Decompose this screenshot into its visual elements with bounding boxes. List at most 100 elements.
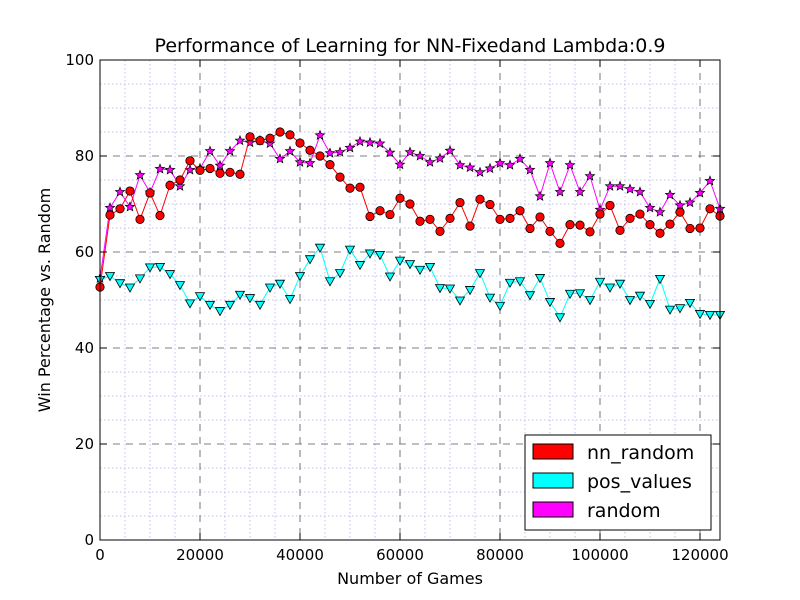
data-point (154, 262, 166, 273)
data-point (435, 226, 445, 236)
data-point (294, 272, 306, 282)
data-point (444, 284, 456, 294)
data-point (534, 190, 546, 201)
data-point (215, 168, 225, 178)
data-point (424, 262, 436, 273)
data-point (585, 227, 595, 237)
legend-entry-label: pos_values (587, 471, 692, 493)
y-tick-label: 40 (75, 339, 94, 357)
data-point (315, 151, 325, 161)
data-point (704, 175, 716, 186)
data-point (114, 186, 126, 197)
data-point (545, 226, 555, 236)
data-point (615, 225, 625, 235)
series-nn-random (95, 127, 725, 292)
data-point (365, 211, 375, 222)
data-point (265, 133, 275, 143)
data-point (145, 188, 155, 198)
data-point (304, 255, 316, 265)
data-point (634, 291, 646, 301)
data-point (494, 157, 506, 168)
data-point (575, 220, 585, 230)
data-point (624, 296, 636, 306)
data-point (195, 165, 205, 175)
data-point (274, 279, 286, 289)
data-point (104, 202, 116, 213)
data-point (684, 298, 696, 309)
data-point (125, 186, 135, 196)
data-point (414, 265, 426, 276)
data-point (414, 150, 426, 161)
data-point (694, 310, 706, 320)
data-point (314, 243, 326, 253)
data-point (224, 145, 236, 156)
data-point (564, 159, 576, 170)
data-point (445, 213, 455, 223)
data-point (554, 313, 566, 323)
data-point (455, 197, 465, 208)
data-point (514, 153, 526, 164)
data-point (474, 269, 486, 279)
data-point (584, 296, 596, 306)
data-point (144, 263, 156, 273)
data-point (364, 249, 376, 259)
data-point (384, 272, 396, 282)
data-point (525, 223, 535, 234)
data-point (465, 221, 475, 231)
x-tick-label: 40000 (276, 546, 324, 564)
x-tick-labels: 0 20000 40000 60000 80000 100000 120000 (95, 546, 728, 564)
data-point (464, 161, 476, 173)
data-point (375, 206, 385, 216)
data-point (654, 206, 666, 217)
data-point (284, 295, 296, 305)
data-point (344, 142, 356, 153)
data-point (245, 132, 255, 142)
data-point (305, 145, 315, 155)
data-point (665, 219, 675, 229)
y-tick-label: 100 (65, 51, 94, 69)
data-point (535, 212, 545, 222)
data-point (235, 169, 245, 179)
data-point (395, 193, 405, 203)
legend-entry-label: random (587, 500, 661, 522)
data-point (174, 281, 186, 291)
data-point (495, 214, 505, 224)
data-point (344, 245, 356, 255)
data-point (655, 228, 665, 238)
data-point (504, 278, 516, 289)
data-point (475, 194, 485, 204)
data-point (104, 272, 116, 282)
data-point (704, 310, 716, 321)
data-point (124, 283, 136, 293)
data-point (194, 292, 206, 302)
data-point (625, 213, 635, 223)
data-point (555, 238, 565, 248)
data-point (544, 298, 556, 308)
legend-swatch (532, 501, 574, 518)
data-point (154, 163, 166, 174)
y-axis-label: Win Percentage vs. Random (35, 188, 54, 412)
data-point (155, 210, 165, 221)
data-point (364, 136, 376, 148)
y-tick-label: 80 (75, 147, 94, 165)
data-point (534, 274, 546, 284)
data-point (255, 136, 265, 146)
data-point (164, 270, 176, 280)
data-point (405, 199, 415, 209)
data-point (214, 159, 226, 171)
data-point (694, 187, 706, 198)
data-point (415, 216, 425, 226)
data-point (394, 158, 406, 170)
data-point (325, 160, 335, 170)
data-point (264, 283, 276, 293)
data-point (454, 159, 466, 170)
data-point (515, 206, 525, 216)
data-point (174, 180, 186, 191)
data-point (115, 204, 125, 214)
data-point (674, 304, 686, 314)
data-point (434, 152, 446, 164)
data-point (595, 209, 605, 219)
data-point (284, 145, 296, 156)
y-tick-label: 60 (75, 243, 94, 261)
